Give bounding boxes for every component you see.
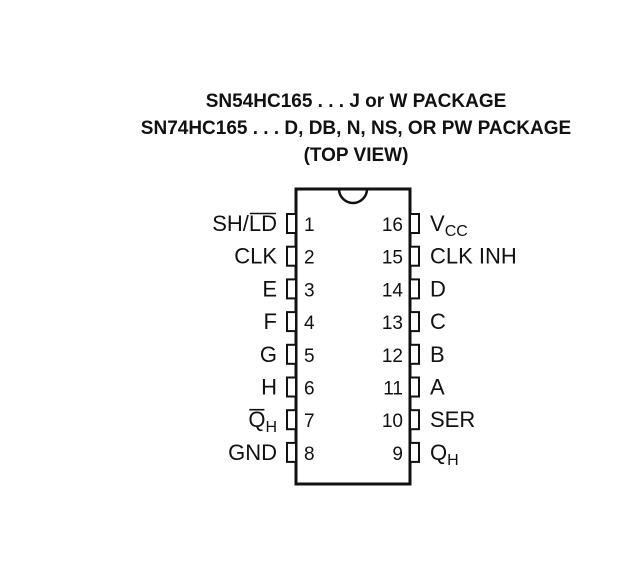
pin-10-signal-label: SER <box>430 407 475 432</box>
pin-11-number: 11 <box>383 379 403 400</box>
pin-6-number: 6 <box>304 379 315 400</box>
pin-3-signal-label: E <box>262 276 277 301</box>
pin-12: 12 B <box>382 342 445 367</box>
pin-12-lead <box>409 343 420 365</box>
pin-16-signal-name: V <box>430 211 445 236</box>
package-title-line-1: SN54HC165 . . . J or W PACKAGE <box>205 91 507 112</box>
pin-15-number: 15 <box>382 248 403 269</box>
pin-12-number: 12 <box>382 346 403 367</box>
pin-1-notch <box>337 188 369 205</box>
pin-9: 9 QH <box>392 440 458 469</box>
pin-5-lead <box>286 343 297 365</box>
pin-3-lead <box>286 278 297 300</box>
pin-13-signal-name: C <box>430 309 446 334</box>
ic-body-outline <box>294 187 412 486</box>
pin-14-lead <box>409 278 420 300</box>
right-pin-column: 16 VCC 15 CLK INH 14 D 13 C 12 B 11 A 10 SER 9 QH <box>382 211 517 469</box>
pin-1-signal-name-inverted: LD <box>249 211 277 236</box>
pin-15: 15 CLK INH <box>382 244 517 269</box>
pin-11-signal-label: A <box>430 375 445 400</box>
pin-14-number: 14 <box>382 280 404 301</box>
pin-10-number: 10 <box>382 411 403 432</box>
pin-9-signal-label: QH <box>430 440 459 469</box>
pin-4-lead <box>286 311 297 333</box>
pin-10-lead <box>409 409 420 431</box>
top-view-label: (TOP VIEW) <box>303 145 409 166</box>
pin-7-number: 7 <box>304 411 315 432</box>
pin-3-number: 3 <box>304 280 315 301</box>
package-title-line-2: SN74HC165 . . . D, DB, N, NS, OR PW PACK… <box>140 118 572 139</box>
pin-13-number: 13 <box>382 313 403 334</box>
pin-2-lead <box>286 245 297 267</box>
pin-8: 8 GND <box>228 440 314 465</box>
pin-6-signal-name: H <box>261 375 277 400</box>
pin-14-signal-name: D <box>430 276 446 301</box>
pin-16-signal-label: VCC <box>430 211 468 240</box>
ic-package-body <box>294 187 412 486</box>
pin-5-number: 5 <box>304 346 315 367</box>
pin-9-lead <box>409 441 420 463</box>
pin-9-number: 9 <box>392 444 403 465</box>
pin-1: 1 SH/LD <box>212 211 314 236</box>
pin-2-number: 2 <box>304 248 315 269</box>
pin-6-signal-label: H <box>261 375 277 400</box>
pin-6: 6H <box>261 375 314 400</box>
pin-4-signal-label: F <box>264 309 277 334</box>
pin-15-signal-name: CLK INH <box>430 244 517 269</box>
pin-7-signal-name-inverted: Q <box>248 407 265 432</box>
pin-5-signal-name: G <box>260 342 277 367</box>
pin-8-signal-label: GND <box>228 440 277 465</box>
pin-5-signal-label: G <box>260 342 277 367</box>
pin-9-signal-subscript: H <box>447 452 459 469</box>
pin-16-lead <box>409 213 420 234</box>
pin-16-number: 16 <box>382 215 403 236</box>
pin-2: 2 CLK <box>234 244 314 269</box>
pin-4-signal-name: F <box>264 309 277 334</box>
pin-4-number: 4 <box>304 313 315 334</box>
pin-2-signal-name: CLK <box>234 244 277 269</box>
pin-8-number: 8 <box>304 444 315 465</box>
pin-11: 11 A <box>383 375 445 400</box>
pin-16-signal-subscript: CC <box>445 223 468 240</box>
pin-4: 4F <box>264 309 315 334</box>
pin-7: 7 QH <box>248 407 314 436</box>
pin-12-signal-label: B <box>430 342 445 367</box>
pin-15-signal-label: CLK INH <box>430 244 517 269</box>
pin-11-signal-name: A <box>430 375 445 400</box>
pin-14-signal-label: D <box>430 276 446 301</box>
pin-2-signal-label: CLK <box>234 244 277 269</box>
pin-9-signal-name: Q <box>430 440 447 465</box>
pin-6-lead <box>286 376 297 398</box>
pin-7-lead <box>286 409 297 431</box>
pin-1-lead <box>286 213 297 234</box>
pin-13-lead <box>409 311 420 333</box>
pin-14: 14 D <box>382 276 446 301</box>
pin-11-lead <box>409 376 420 398</box>
pin-12-signal-name: B <box>430 342 445 367</box>
pin-7-signal-label: QH <box>248 407 277 436</box>
pin-13: 13 C <box>382 309 446 334</box>
pin-3: 3E <box>262 276 314 301</box>
pin-5: 5G <box>260 342 315 367</box>
pin-1-signal-name: SH/ <box>212 211 250 236</box>
pin-1-signal-label: SH/LD <box>212 211 277 236</box>
pin-16: 16 VCC <box>382 211 468 240</box>
pin-1-number: 1 <box>304 215 315 236</box>
pin-8-lead <box>286 441 297 463</box>
pin-15-lead <box>409 245 420 267</box>
pin-10-signal-name: SER <box>430 407 475 432</box>
pin-13-signal-label: C <box>430 309 446 334</box>
pin-7-signal-subscript: H <box>265 419 277 436</box>
pin-10: 10 SER <box>382 407 475 432</box>
pin-3-signal-name: E <box>262 276 277 301</box>
pin-8-signal-name: GND <box>228 440 277 465</box>
